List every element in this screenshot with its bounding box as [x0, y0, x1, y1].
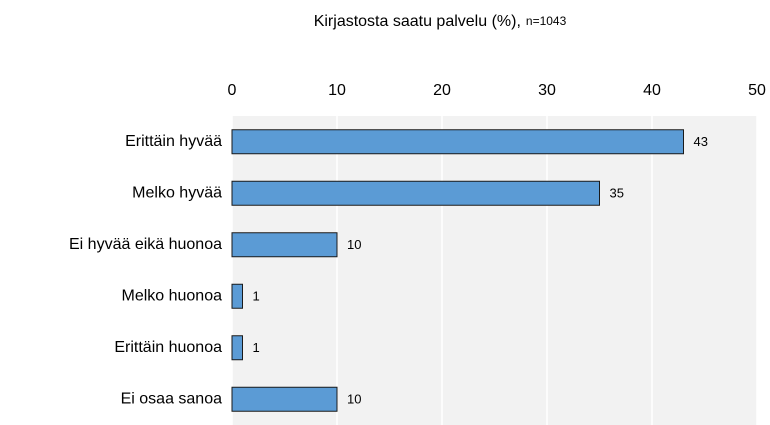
bar [231, 180, 600, 206]
chart-subtitle: n=1043 [526, 14, 567, 28]
x-tick-label: 40 [643, 82, 661, 99]
y-tick-label: Melko hyvää [132, 184, 222, 201]
y-tick-label: Erittäin hyvää [125, 133, 222, 150]
bar [231, 283, 243, 309]
y-tick-label: Ei osaa sanoa [121, 390, 223, 407]
bar [231, 129, 684, 155]
x-tick-label: 20 [433, 82, 451, 99]
bar [231, 232, 338, 258]
y-tick-label: Ei hyvää eikä huonoa [69, 236, 222, 253]
value-label: 10 [347, 392, 361, 407]
chart-title: Kirjastosta saatu palvelu (%), [314, 13, 521, 30]
value-label: 10 [347, 237, 361, 252]
x-tick-label: 10 [328, 82, 346, 99]
y-tick-label: Melko huonoa [121, 287, 222, 304]
x-tick-label: 30 [538, 82, 556, 99]
x-tick-label: 0 [228, 82, 237, 99]
x-tick-label: 50 [748, 82, 766, 99]
value-label: 43 [694, 134, 708, 149]
chart-title-group: Kirjastosta saatu palvelu (%), n=1043 [314, 13, 567, 30]
value-label: 1 [253, 289, 260, 304]
value-label: 35 [610, 186, 624, 201]
plot-area [232, 116, 757, 425]
bar [231, 386, 338, 412]
value-label: 1 [253, 340, 260, 355]
bar [231, 335, 243, 361]
y-tick-label: Erittäin huonoa [114, 339, 222, 356]
